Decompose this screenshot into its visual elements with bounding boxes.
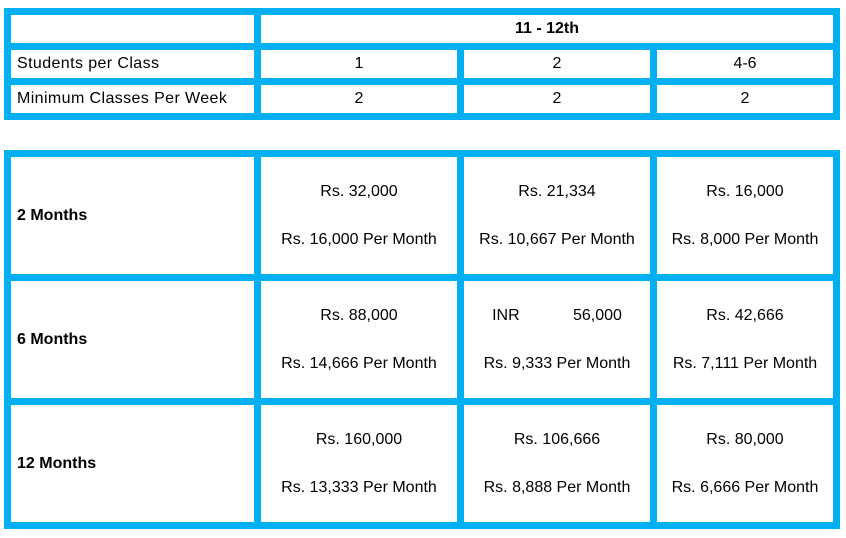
duration-label-12-months: 12 Months bbox=[11, 405, 254, 522]
price-total: INR 56,000 bbox=[492, 306, 622, 324]
price-cell: INR 56,000 Rs. 9,333 Per Month bbox=[464, 281, 650, 398]
students-per-class-label: Students per Class bbox=[11, 50, 254, 78]
price-total: Rs. 80,000 bbox=[706, 430, 784, 448]
students-per-class-value: 4-6 bbox=[657, 50, 833, 78]
price-total: Rs. 21,334 bbox=[518, 182, 596, 200]
price-cell: Rs. 42,666 Rs. 7,111 Per Month bbox=[657, 281, 833, 398]
students-per-class-value: 2 bbox=[464, 50, 650, 78]
price-total: Rs. 106,666 bbox=[513, 430, 601, 448]
price-total: Rs. 42,666 bbox=[706, 306, 784, 324]
price-cell: Rs. 21,334 Rs. 10,667 Per Month bbox=[464, 157, 650, 274]
price-cell: Rs. 80,000 Rs. 6,666 Per Month bbox=[657, 405, 833, 522]
class-info-table: 11 - 12th Students per Class 1 2 4-6 Min… bbox=[4, 8, 840, 120]
price-per-month: Rs. 16,000 Per Month bbox=[281, 230, 437, 248]
price-per-month: Rs. 14,666 Per Month bbox=[281, 354, 437, 372]
price-cell: Rs. 106,666 Rs. 8,888 Per Month bbox=[464, 405, 650, 522]
min-classes-value: 2 bbox=[464, 85, 650, 113]
min-classes-value: 2 bbox=[657, 85, 833, 113]
price-total: Rs. 32,000 bbox=[320, 182, 398, 200]
price-cell: Rs. 88,000 Rs. 14,666 Per Month bbox=[261, 281, 457, 398]
pricing-table: 2 Months Rs. 32,000 Rs. 16,000 Per Month… bbox=[4, 150, 840, 529]
price-cell: Rs. 32,000 Rs. 16,000 Per Month bbox=[261, 157, 457, 274]
price-per-month: Rs. 8,888 Per Month bbox=[483, 478, 631, 496]
price-total: Rs. 160,000 bbox=[315, 430, 403, 448]
min-classes-value: 2 bbox=[261, 85, 457, 113]
price-total: Rs. 16,000 bbox=[706, 182, 784, 200]
duration-label-6-months: 6 Months bbox=[11, 281, 254, 398]
price-per-month: Rs. 13,333 Per Month bbox=[281, 478, 437, 496]
price-cell: Rs. 160,000 Rs. 13,333 Per Month bbox=[261, 405, 457, 522]
duration-label-2-months: 2 Months bbox=[11, 157, 254, 274]
price-per-month: Rs. 6,666 Per Month bbox=[671, 478, 819, 496]
grade-header: 11 - 12th bbox=[261, 15, 833, 43]
price-per-month: Rs. 8,000 Per Month bbox=[671, 230, 819, 248]
price-total: Rs. 88,000 bbox=[320, 306, 398, 324]
price-cell: Rs. 16,000 Rs. 8,000 Per Month bbox=[657, 157, 833, 274]
min-classes-label: Minimum Classes Per Week bbox=[11, 85, 254, 113]
price-per-month: Rs. 10,667 Per Month bbox=[479, 230, 635, 248]
price-per-month: Rs. 7,111 Per Month bbox=[672, 354, 818, 372]
students-per-class-value: 1 bbox=[261, 50, 457, 78]
corner-cell bbox=[11, 15, 254, 43]
price-per-month: Rs. 9,333 Per Month bbox=[483, 354, 631, 372]
